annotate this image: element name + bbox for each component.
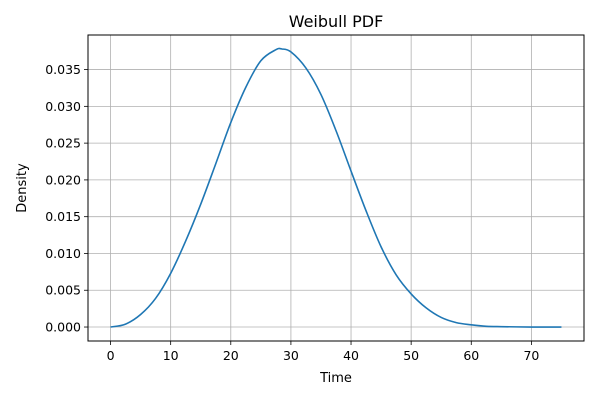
y-tick-label: 0.030 bbox=[45, 99, 81, 114]
y-tick-label: 0.005 bbox=[45, 283, 81, 298]
y-tick-label: 0.010 bbox=[45, 246, 81, 261]
chart-title: Weibull PDF bbox=[289, 12, 384, 31]
plot-frame bbox=[87, 34, 585, 342]
x-tick-label: 20 bbox=[223, 348, 239, 363]
x-tick-label: 30 bbox=[283, 348, 299, 363]
series-line bbox=[110, 47, 562, 328]
x-tick-label: 40 bbox=[343, 348, 359, 363]
x-tick-label: 10 bbox=[163, 348, 179, 363]
y-axis-label: Density bbox=[15, 163, 30, 213]
axis-ticks: 0 10 20 30 40 50 60 70 0.000 0.005 0.010 0.015 0.020… bbox=[45, 62, 539, 363]
x-tick-label: 0 bbox=[107, 348, 115, 363]
x-tick-label: 50 bbox=[403, 348, 419, 363]
y-tick-label: 0.025 bbox=[45, 136, 81, 151]
y-tick-label: 0.035 bbox=[45, 62, 81, 77]
y-tick-label: 0.020 bbox=[45, 172, 81, 187]
x-axis-label: Time bbox=[319, 371, 352, 386]
y-tick-label: 0.000 bbox=[45, 320, 81, 335]
series-layer bbox=[110, 47, 562, 328]
x-tick-label: 60 bbox=[463, 348, 479, 363]
grid bbox=[88, 35, 584, 341]
x-tick-label: 70 bbox=[523, 348, 539, 363]
y-tick-label: 0.015 bbox=[45, 209, 81, 224]
